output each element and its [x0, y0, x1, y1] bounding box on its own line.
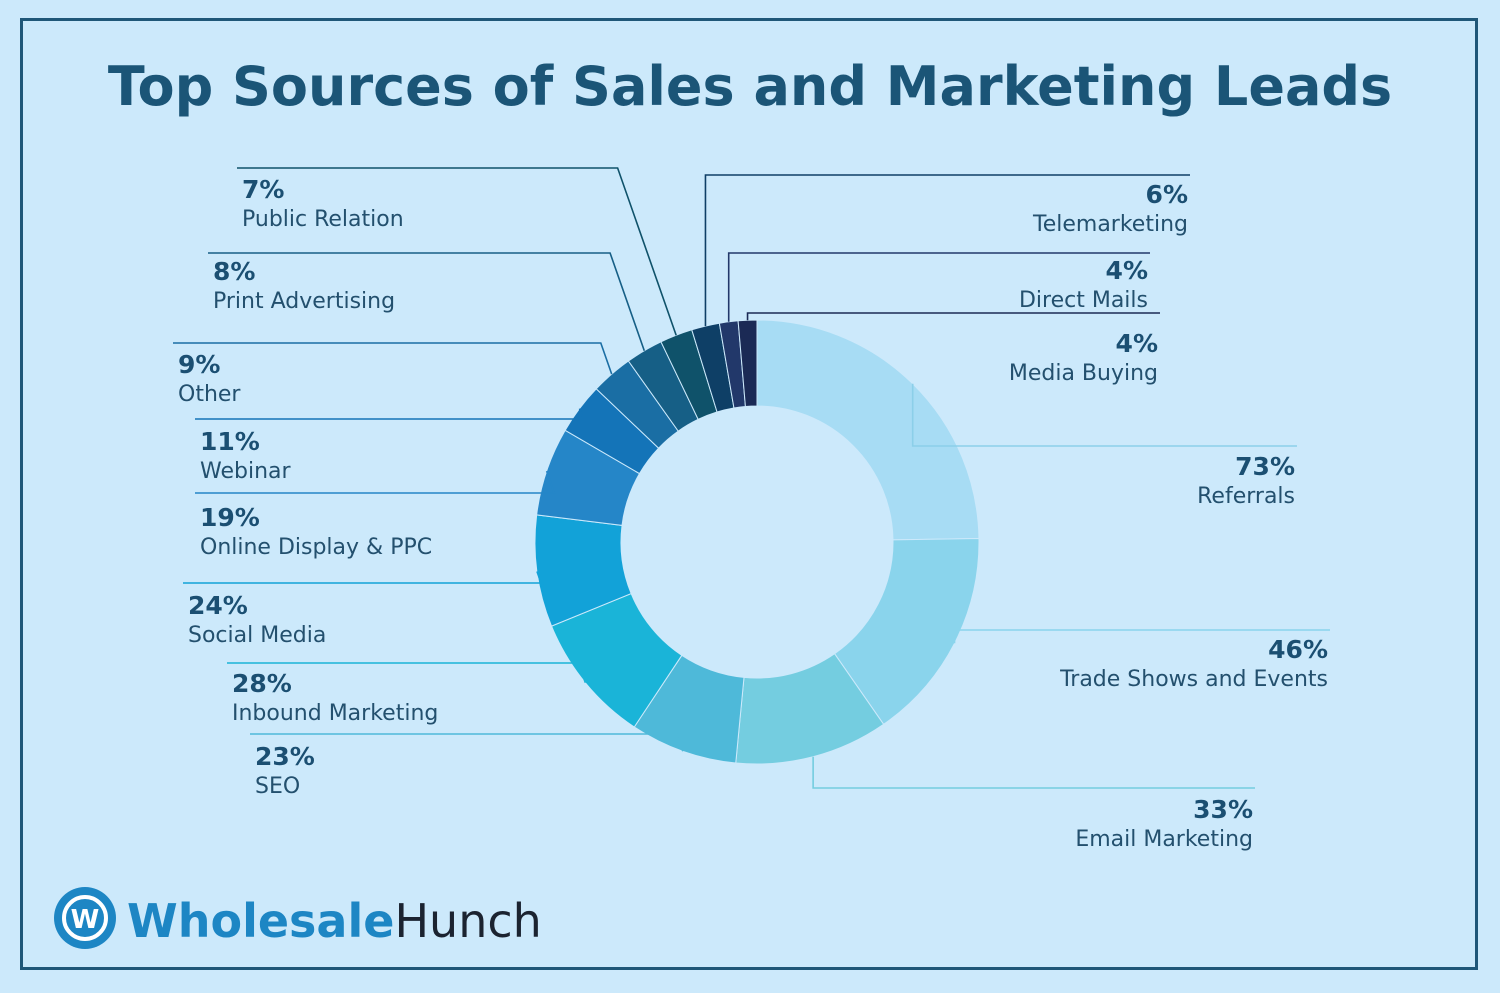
leader-line-referrals: [911, 383, 1297, 447]
pct-label-email-marketing: 33%: [1193, 795, 1253, 824]
slice-referrals: [756, 319, 980, 541]
pct-label-seo: 23%: [255, 742, 315, 771]
pct-label-print-advertising: 8%: [213, 257, 255, 286]
category-label-public-relation: Public Relation: [242, 207, 404, 232]
pct-label-media-buying: 4%: [1116, 329, 1158, 358]
leader-line-inbound-marketing: [227, 662, 587, 684]
pct-label-direct-mails: 4%: [1106, 256, 1148, 285]
category-label-media-buying: Media Buying: [1009, 361, 1158, 386]
category-label-print-advertising: Print Advertising: [213, 289, 395, 314]
slice-labels: 73% Referrals 46% Trade Shows and Events 33%…: [178, 175, 1328, 852]
leader-line-direct-mails: [727, 252, 1150, 322]
category-label-telemarketing: Telemarketing: [1032, 212, 1188, 237]
wholesale-hunch-logo: W WholesaleHunch: [54, 887, 542, 949]
leader-line-other: [173, 342, 613, 375]
pct-label-webinar: 11%: [200, 427, 260, 456]
category-label-seo: SEO: [255, 774, 300, 799]
leader-line-telemarketing: [704, 174, 1190, 327]
logo-text-wholesale: Wholesale: [127, 894, 394, 948]
logo-wordmark: WholesaleHunch: [127, 894, 542, 948]
category-label-trade-shows-and-events: Trade Shows and Events: [1059, 667, 1328, 692]
category-label-email-marketing: Email Marketing: [1075, 827, 1253, 852]
pct-label-inbound-marketing: 28%: [232, 669, 292, 698]
leader-line-webinar: [195, 408, 585, 420]
category-label-inbound-marketing: Inbound Marketing: [232, 701, 438, 726]
category-label-other: Other: [178, 382, 241, 407]
slice-media-buying: [737, 319, 758, 408]
donut-slices: [534, 319, 980, 765]
chart-title: Top Sources of Sales and Marketing Leads: [108, 55, 1392, 118]
leader-line-email-marketing: [812, 756, 1255, 789]
leader-line-print-advertising: [208, 252, 646, 351]
pct-label-trade-shows-and-events: 46%: [1268, 635, 1328, 664]
leader-line-seo: [250, 733, 684, 752]
logo-ring-icon: [62, 895, 108, 941]
pct-label-telemarketing: 6%: [1146, 180, 1188, 209]
pct-label-online-display-ppc: 19%: [200, 503, 260, 532]
pct-label-public-relation: 7%: [242, 175, 284, 204]
leader-line-public-relation: [237, 167, 677, 336]
leader-line-trade-shows-and-events: [953, 629, 1330, 644]
category-label-direct-mails: Direct Mails: [1019, 288, 1148, 313]
logo-text-hunch: Hunch: [394, 894, 541, 948]
logo-w-icon: W: [71, 905, 100, 935]
pct-label-social-media: 24%: [188, 591, 248, 620]
category-label-referrals: Referrals: [1197, 484, 1295, 509]
leader-line-media-buying: [746, 312, 1160, 321]
leader-line-online-display-ppc: [195, 470, 556, 494]
category-label-online-display-ppc: Online Display & PPC: [200, 535, 432, 560]
pct-label-other: 9%: [178, 350, 220, 379]
pct-label-referrals: 73%: [1235, 452, 1295, 481]
leader-line-social-media: [183, 571, 543, 584]
category-label-social-media: Social Media: [188, 623, 326, 648]
chart-frame: [20, 18, 1478, 970]
category-label-webinar: Webinar: [200, 459, 292, 484]
leader-lines: [173, 167, 1330, 789]
